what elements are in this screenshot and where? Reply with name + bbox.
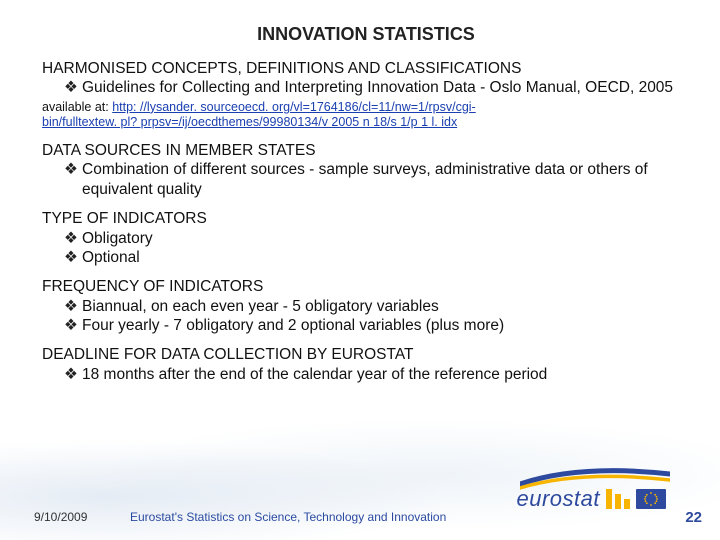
diamond-bullet-icon: ❖ — [64, 160, 82, 179]
bullet-suffix: - Oslo Manual, OECD, 2005 — [480, 79, 673, 96]
section-heading-harmonised: HARMONISED CONCEPTS, DEFINITIONS AND CLA… — [42, 59, 690, 78]
bullet-four-yearly: ❖ Four yearly - 7 obligatory and 2 optio… — [64, 316, 690, 335]
diamond-bullet-icon: ❖ — [64, 365, 82, 384]
eu-flag-icon — [636, 489, 666, 509]
bullet-combination-sources: ❖ Combination of different sources - sam… — [64, 160, 690, 199]
note-prefix: available at: — [42, 100, 112, 114]
diamond-bullet-icon: ❖ — [64, 229, 82, 248]
bullet-oslo-manual: ❖ Guidelines for Collecting and Interpre… — [64, 78, 690, 97]
diamond-bullet-icon: ❖ — [64, 78, 82, 97]
section-heading-deadline: DEADLINE FOR DATA COLLECTION BY EUROSTAT — [42, 345, 690, 364]
bullet-pre: Guidelines for Collecting and Interpreti… — [82, 79, 480, 96]
eurostat-logo: eurostat — [517, 486, 667, 512]
logo-bars-icon — [606, 489, 630, 509]
availability-note: available at: http: //lysander. sourceoe… — [42, 100, 690, 131]
page-number: 22 — [685, 509, 702, 526]
slide: INNOVATION STATISTICS HARMONISED CONCEPT… — [0, 0, 720, 540]
bullet-text: Combination of different sources - sampl… — [82, 160, 690, 199]
bullet-text: Four yearly - 7 obligatory and 2 optiona… — [82, 316, 690, 335]
bullet-text: Obligatory — [82, 229, 690, 248]
diamond-bullet-icon: ❖ — [64, 316, 82, 335]
bullet-optional: ❖ Optional — [64, 248, 690, 267]
diamond-bullet-icon: ❖ — [64, 248, 82, 267]
bullet-18-months: ❖ 18 months after the end of the calenda… — [64, 365, 690, 384]
bullet-obligatory: ❖ Obligatory — [64, 229, 690, 248]
bullet-text: Guidelines for Collecting and Interpreti… — [82, 78, 690, 97]
source-link-line2[interactable]: bin/fulltextew. pl? prpsv=/ij/oecdthemes… — [42, 115, 457, 129]
content-area: INNOVATION STATISTICS HARMONISED CONCEPT… — [42, 24, 690, 384]
footer-date: 9/10/2009 — [34, 510, 87, 524]
bullet-biannual: ❖ Biannual, on each even year - 5 obliga… — [64, 297, 690, 316]
bullet-text: 18 months after the end of the calendar … — [82, 365, 690, 384]
section-heading-frequency: FREQUENCY OF INDICATORS — [42, 277, 690, 296]
section-heading-type-indicators: TYPE OF INDICATORS — [42, 209, 690, 228]
page-title: INNOVATION STATISTICS — [42, 24, 690, 45]
source-link-line1[interactable]: http: //lysander. sourceoecd. org/vl=176… — [112, 100, 476, 114]
bullet-text: Optional — [82, 248, 690, 267]
logo-text: eurostat — [517, 486, 601, 512]
section-heading-data-sources: DATA SOURCES IN MEMBER STATES — [42, 141, 690, 160]
diamond-bullet-icon: ❖ — [64, 297, 82, 316]
bullet-text: Biannual, on each even year - 5 obligato… — [82, 297, 690, 316]
footer-caption: Eurostat's Statistics on Science, Techno… — [130, 510, 446, 524]
eu-stars-icon — [636, 489, 666, 509]
